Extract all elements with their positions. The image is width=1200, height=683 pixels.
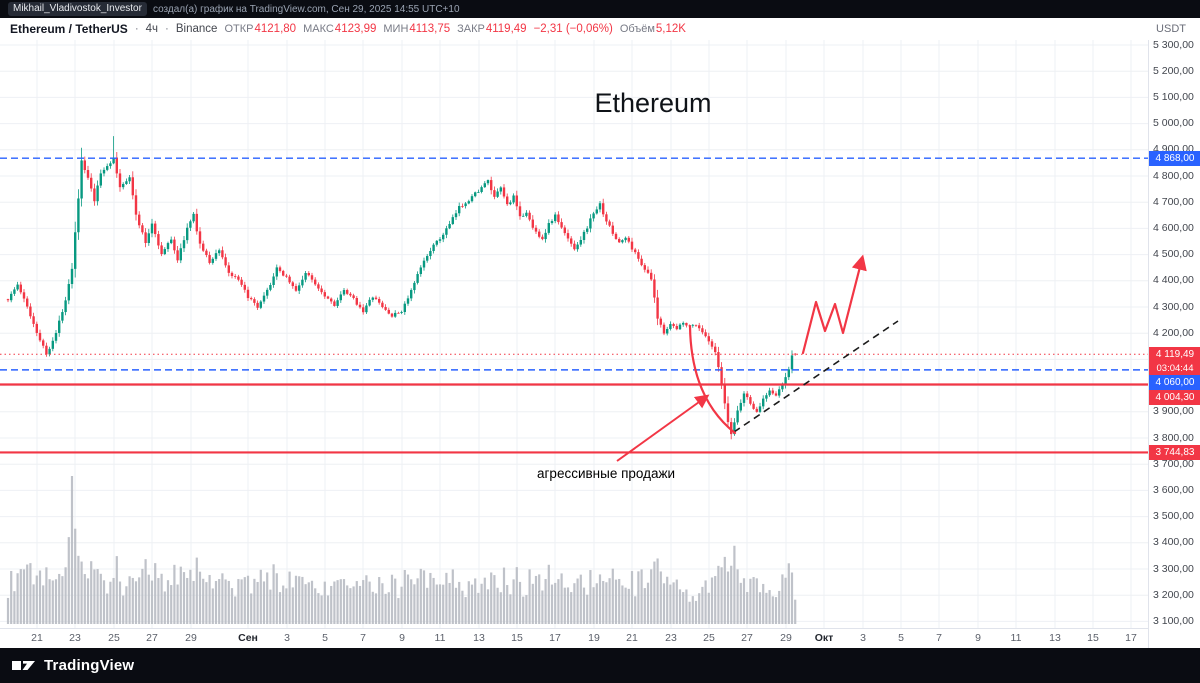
separator-dot: · (134, 23, 139, 35)
time-tick-label: 13 (1049, 632, 1061, 644)
time-tick-label: 27 (741, 632, 753, 644)
open-value: 4121,80 (254, 23, 297, 35)
quote-currency-label: USDT (1156, 23, 1186, 35)
high-value: 4123,99 (334, 23, 377, 35)
time-tick-label: 21 (626, 632, 638, 644)
open-label: ОТКР (224, 23, 254, 35)
volume-field: Объём 5,12K (620, 23, 686, 35)
author-link[interactable]: Mikhail_Vladivostok_Investor (8, 2, 147, 16)
price-tick-label: 3 800,00 (1153, 431, 1194, 444)
time-tick-label: 17 (1125, 632, 1137, 644)
price-tick-label: 3 100,00 (1153, 614, 1194, 627)
time-tick-label: 23 (665, 632, 677, 644)
footer-bar: TradingView (0, 648, 1200, 683)
axis-countdown-chip: 03:04:44 (1149, 361, 1200, 375)
time-tick-label: Сен (238, 632, 258, 644)
price-tick-label: 3 900,00 (1153, 405, 1194, 418)
hand-drawings[interactable]: Ethereum агрессивные продажи (537, 88, 899, 481)
axis-last-price-chip: 4 119,49 (1149, 346, 1200, 362)
price-tick-label: 4 500,00 (1153, 248, 1194, 261)
time-tick-label: 5 (898, 632, 904, 644)
price-tick-label: 4 700,00 (1153, 195, 1194, 208)
grid-lines (0, 40, 1148, 628)
separator-dot: · (165, 23, 169, 35)
low-value: 4113,75 (409, 23, 451, 35)
price-tick-label: 5 200,00 (1153, 64, 1194, 77)
axis-level-chip: 4 868,00 (1149, 150, 1200, 166)
symbol-title[interactable]: Ethereum / TetherUS (10, 22, 128, 36)
time-tick-label: 25 (108, 632, 120, 644)
time-tick-label: 3 (860, 632, 866, 644)
open-field: ОТКР 4121,80 (224, 23, 296, 35)
price-tick-label: 3 200,00 (1153, 588, 1194, 601)
price-tick-label: 4 200,00 (1153, 326, 1194, 339)
close-field: ЗАКР 4119,49 (457, 23, 526, 35)
volume-value: 5,12K (655, 23, 686, 35)
volume-label: Объём (619, 23, 655, 35)
sell-arrow (616, 394, 710, 462)
impulse-arrow (801, 254, 867, 355)
tradingview-wordmark[interactable]: TradingView (44, 657, 135, 674)
candlestick-series (6, 136, 797, 440)
time-tick-label: 29 (780, 632, 792, 644)
tradingview-logo-icon[interactable] (12, 657, 36, 675)
note-annotation: агрессивные продажи (537, 466, 675, 481)
low-field: МИН 4113,75 (383, 23, 450, 35)
price-axis[interactable]: 3 100,00 3 200,00 3 300,00 3 400,00 3 500,00… (1148, 40, 1200, 648)
axis-level-chip: 4 060,00 (1149, 374, 1200, 390)
price-tick-label: 4 600,00 (1153, 221, 1194, 234)
time-tick-label: 13 (473, 632, 485, 644)
price-tick-label: 3 600,00 (1153, 483, 1194, 496)
chart-title-annotation: Ethereum (594, 88, 711, 118)
high-label: МАКС (303, 23, 334, 35)
level-lines[interactable] (0, 157, 1148, 454)
price-tick-label: 4 800,00 (1153, 169, 1194, 182)
low-label: МИН (383, 23, 409, 35)
time-tick-label: 27 (146, 632, 158, 644)
trendline (733, 320, 899, 433)
price-tick-label: 5 300,00 (1153, 40, 1194, 51)
time-tick-label: 29 (185, 632, 197, 644)
time-axis[interactable]: 21 23 25 27 29 Сен 3 5 7 9 11 13 15 17 19 21 23 25 27 29 Окт… (0, 628, 1148, 648)
price-tick-label: 3 700,00 (1153, 457, 1194, 470)
chart-header: Ethereum / TetherUS · 4ч · Binance ОТКР … (0, 18, 1200, 40)
exchange-label[interactable]: Binance (175, 23, 218, 35)
time-tick-label: 15 (1087, 632, 1099, 644)
price-tick-label: 5 000,00 (1153, 117, 1194, 130)
time-tick-label: 9 (975, 632, 981, 644)
time-tick-label: 11 (434, 632, 446, 644)
sell-curve (688, 324, 737, 435)
time-tick-label: 21 (31, 632, 43, 644)
meta-text: создал(а) график на TradingView.com, Сен… (152, 3, 460, 15)
time-tick-label: 5 (322, 632, 328, 644)
volume-bars (6, 476, 797, 624)
time-tick-label: 9 (399, 632, 405, 644)
interval-label[interactable]: 4ч (145, 23, 159, 35)
price-tick-label: 4 400,00 (1153, 274, 1194, 287)
time-tick-label: 7 (360, 632, 366, 644)
time-tick-label: 19 (588, 632, 600, 644)
time-tick-label: 23 (69, 632, 81, 644)
price-tick-label: 3 500,00 (1153, 510, 1194, 523)
price-tick-label: 3 300,00 (1153, 562, 1194, 575)
time-tick-label: 7 (936, 632, 942, 644)
time-tick-label: 11 (1010, 632, 1022, 644)
price-chart[interactable]: Ethereum агрессивные продажи (0, 40, 1148, 628)
time-tick-label: 17 (549, 632, 561, 644)
share-meta-bar: Mikhail_Vladivostok_Investor создал(а) г… (0, 0, 1200, 18)
high-field: МАКС 4123,99 (303, 23, 376, 35)
time-tick-label: 25 (703, 632, 715, 644)
axis-level-chip: 4 004,30 (1149, 389, 1200, 405)
close-label: ЗАКР (457, 23, 485, 35)
close-value: 4119,49 (485, 23, 527, 35)
price-tick-label: 5 100,00 (1153, 90, 1194, 103)
time-tick-label: Окт (814, 632, 834, 644)
time-tick-label: 3 (284, 632, 290, 644)
price-tick-label: 3 400,00 (1153, 536, 1194, 549)
time-tick-label: 15 (511, 632, 523, 644)
price-tick-label: 4 300,00 (1153, 300, 1194, 313)
axis-level-chip: 3 744,83 (1149, 444, 1200, 460)
change-value: −2,31 (−0,06%) (533, 23, 613, 35)
